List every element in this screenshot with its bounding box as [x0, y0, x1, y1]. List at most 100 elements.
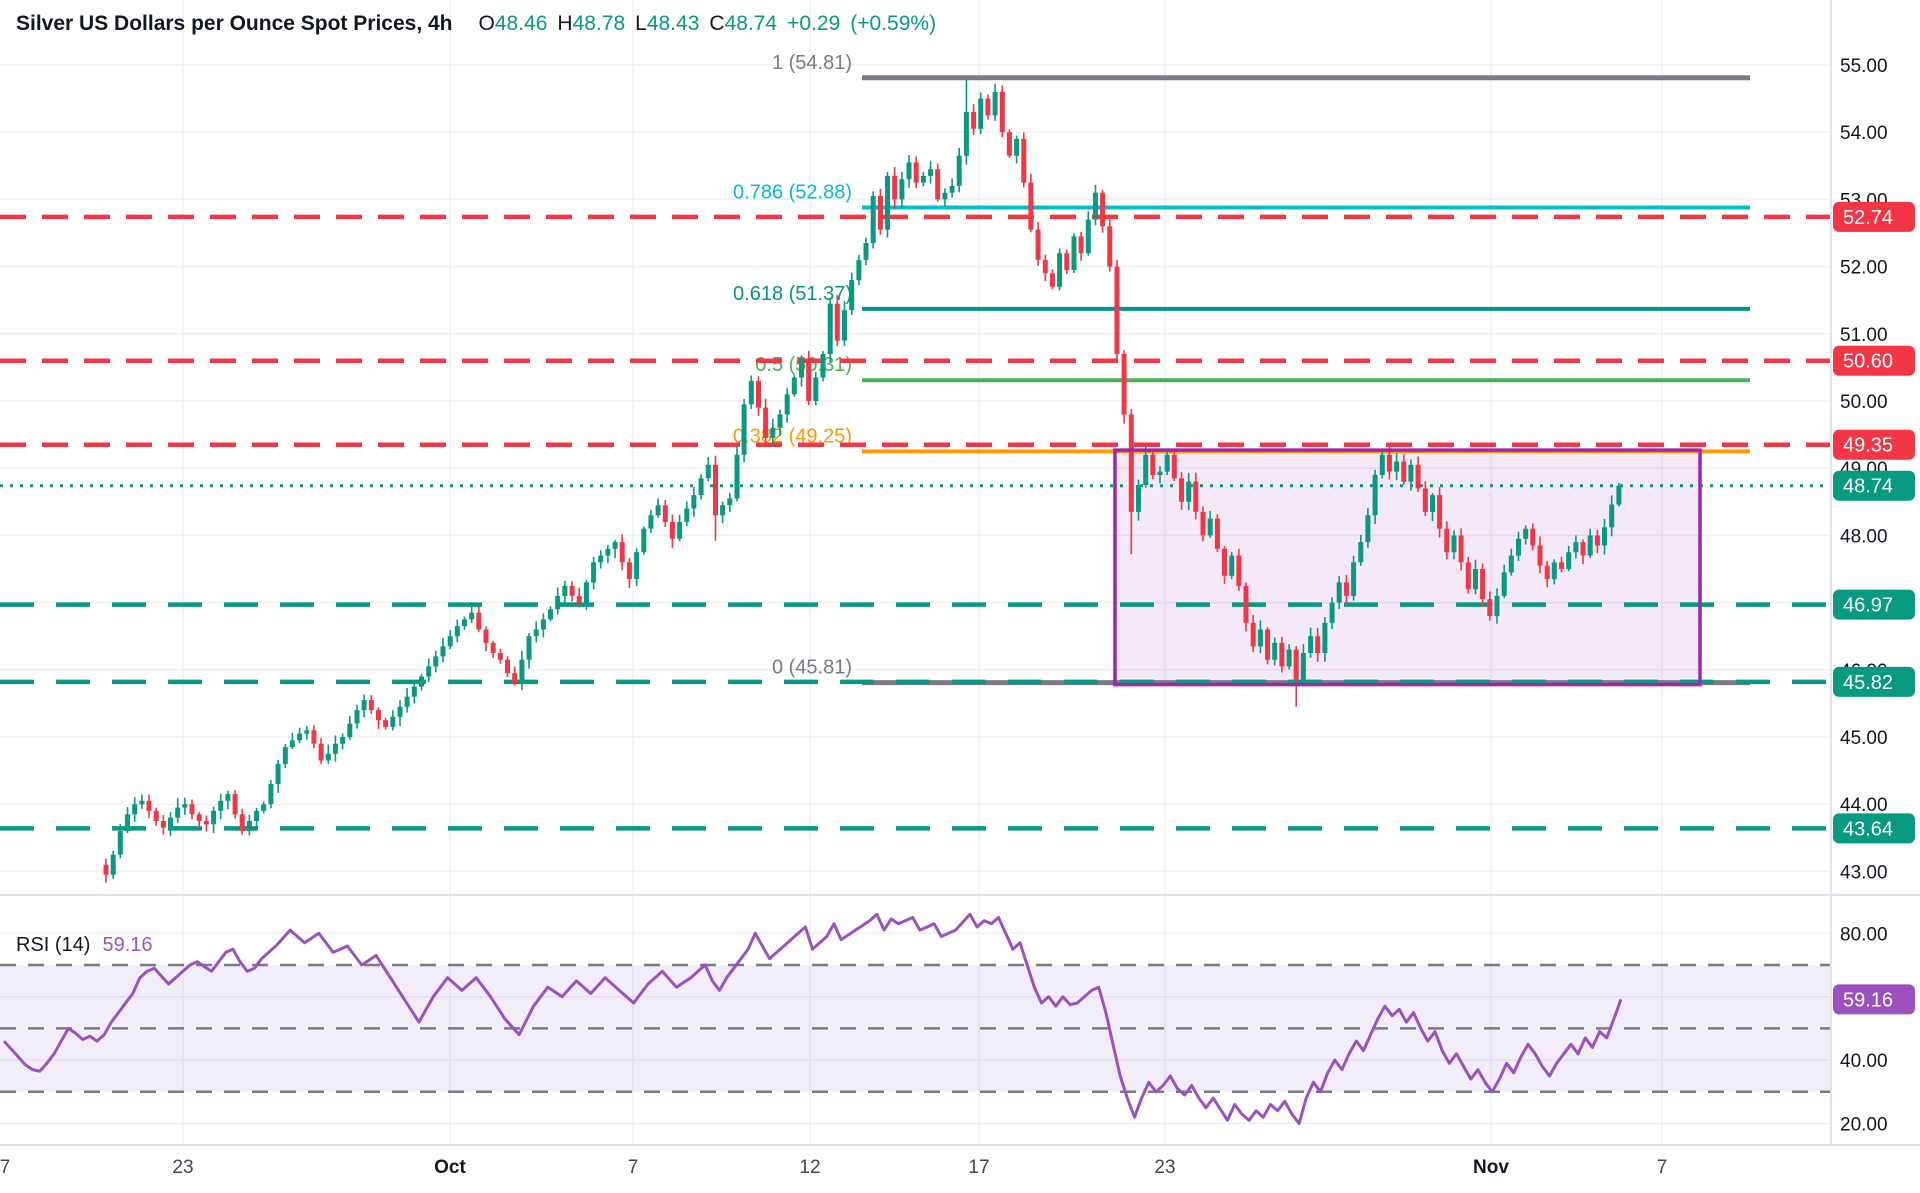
candle-body: [734, 454, 740, 499]
candle-body: [1422, 488, 1428, 512]
candle-body: [447, 636, 453, 647]
candle-body: [340, 737, 346, 744]
candle-body: [777, 414, 783, 428]
candle-body: [999, 91, 1005, 133]
candle-body: [1214, 518, 1220, 549]
candle-body: [605, 548, 611, 556]
candle-body: [720, 505, 726, 516]
candle-body: [827, 303, 833, 354]
price-level-badge-bg: [1833, 813, 1915, 844]
candle-body: [232, 794, 238, 815]
candle-body: [411, 686, 417, 697]
candle-body: [641, 528, 647, 553]
time-axis[interactable]: 7 23 Oct 7 12 17 23 Nov 7: [0, 1157, 1667, 1178]
candle-body: [497, 653, 503, 660]
candle-body: [949, 186, 955, 193]
candle-body: [1078, 236, 1084, 254]
candle-body: [1179, 478, 1184, 502]
candle-body: [533, 629, 539, 637]
consolidation-zone-border[interactable]: [1113, 448, 1702, 687]
candle-body: [985, 98, 991, 116]
fib-level-label: 0 (45.81): [772, 657, 852, 679]
candle-body: [1064, 253, 1070, 270]
high-value: 48.78: [572, 12, 626, 35]
time-tick-label: 23: [172, 1157, 193, 1178]
candle-body: [885, 175, 890, 230]
candle-body: [1021, 138, 1027, 183]
candle-body: [899, 179, 905, 200]
candle-body: [383, 720, 389, 727]
candle-body: [462, 619, 467, 627]
candle-body: [1143, 454, 1149, 485]
candle-body: [132, 804, 138, 815]
candle-body: [189, 804, 195, 815]
candle-body: [1351, 562, 1357, 596]
candle-body: [110, 854, 116, 875]
candle-body: [1164, 454, 1170, 472]
candle-body: [648, 515, 654, 529]
candle-body: [332, 743, 338, 754]
candle-body: [1616, 485, 1622, 505]
price-levels[interactable]: [0, 214, 1830, 831]
candle-body: [304, 730, 310, 734]
candle-body: [203, 821, 209, 825]
price-tick-label: 43.00: [1840, 862, 1888, 883]
candle-body: [1358, 542, 1364, 563]
candle-body: [1071, 236, 1077, 270]
grid: [0, 0, 1830, 1145]
candle-body: [1107, 226, 1113, 267]
candle-body: [1272, 642, 1278, 660]
candle-body: [1308, 636, 1314, 653]
time-tick-label: 7: [628, 1157, 639, 1178]
price-tick-label: 54.00: [1840, 123, 1888, 144]
candle-body: [1494, 595, 1500, 617]
candle-body: [1329, 602, 1335, 623]
candle-body: [1451, 535, 1457, 553]
candle-body: [1516, 538, 1521, 556]
candle-body: [289, 740, 295, 748]
candle-body: [397, 706, 403, 717]
rsi-legend[interactable]: RSI (14) 59.16: [16, 934, 153, 957]
candle-body: [598, 555, 604, 563]
candle-body: [677, 522, 683, 539]
candle-body: [1530, 528, 1536, 546]
candle-body: [505, 659, 510, 674]
candle-body: [576, 595, 582, 603]
candle-body: [1028, 182, 1034, 230]
candle-body: [1523, 528, 1529, 539]
price-level-badge-bg: [1833, 666, 1915, 697]
candle-body: [1100, 192, 1106, 227]
candle-body: [1551, 562, 1557, 580]
price-axis[interactable]: 55.0054.0053.0052.0051.0050.0049.0048.00…: [1833, 56, 1915, 1136]
candle-body: [756, 380, 761, 408]
candle-body: [1286, 649, 1292, 667]
rsi-line[interactable]: [2, 912, 1623, 1125]
rsi-title: RSI (14): [16, 934, 91, 956]
candle-body: [1250, 622, 1256, 647]
candle-body: [1150, 454, 1156, 475]
fib-level-label: 0.618 (51.37): [733, 283, 852, 305]
candle-body: [849, 280, 855, 311]
candle-body: [175, 807, 181, 818]
candle-body: [282, 747, 288, 764]
candle-body: [691, 495, 697, 509]
candle-body: [1265, 629, 1270, 660]
candle-body: [935, 169, 941, 200]
candle-body: [1544, 565, 1550, 579]
candle-body: [763, 407, 769, 438]
candle-body: [297, 733, 303, 741]
candle-body: [820, 354, 826, 378]
price-tick-label: 51.00: [1840, 325, 1888, 346]
candles-series[interactable]: [103, 79, 1622, 883]
candle-body: [1566, 552, 1572, 569]
candle-body: [834, 303, 840, 341]
candle-body: [454, 626, 460, 637]
price-level-badge-bg: [1833, 201, 1915, 232]
candle-body: [318, 743, 324, 761]
candle-body: [1401, 461, 1407, 482]
candle-body: [920, 175, 926, 183]
symbol-legend[interactable]: Silver US Dollars per Ounce Spot Prices,…: [16, 12, 936, 36]
candle-body: [419, 676, 424, 687]
